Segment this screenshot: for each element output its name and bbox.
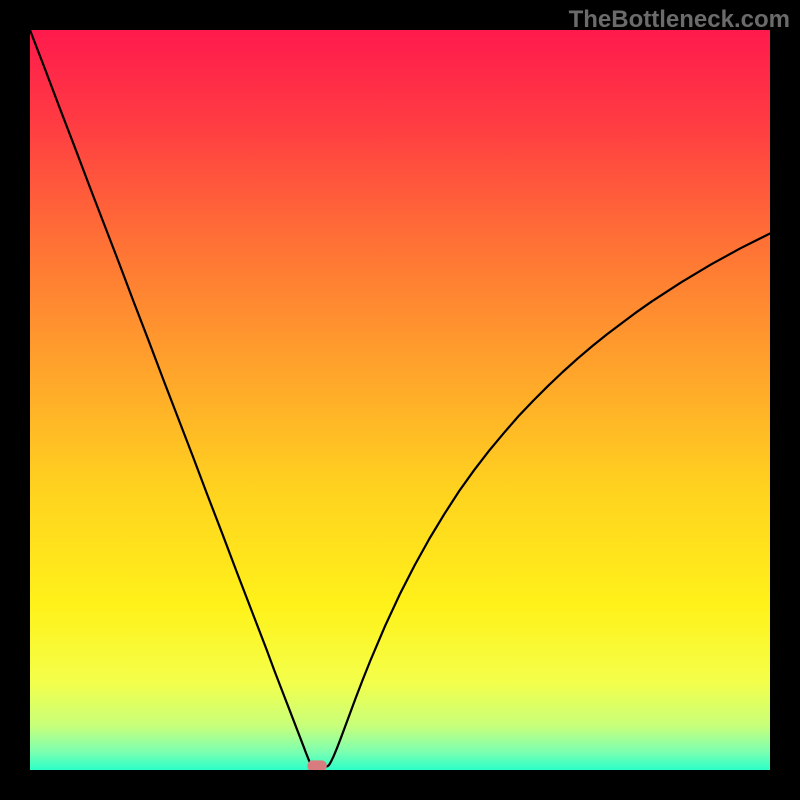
plot-area	[30, 30, 770, 770]
gradient-background	[30, 30, 770, 770]
optimal-point-marker	[308, 760, 327, 770]
bottleneck-curve-chart	[30, 30, 770, 770]
watermark-text: TheBottleneck.com	[569, 6, 790, 34]
chart-frame: TheBottleneck.com	[0, 0, 800, 800]
